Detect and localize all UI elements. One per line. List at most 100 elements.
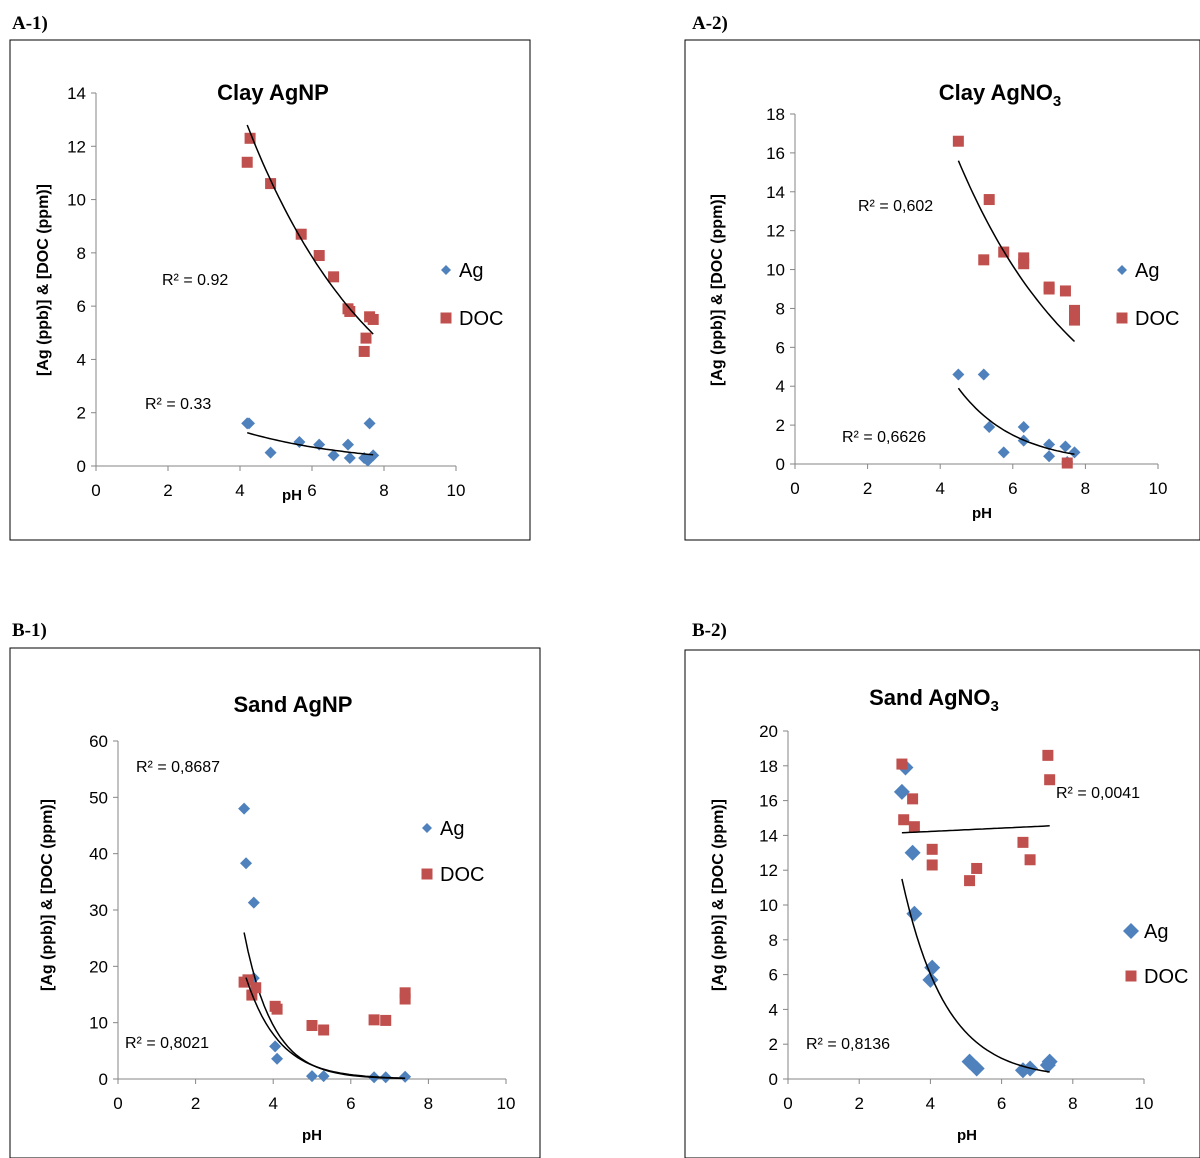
data-point-doc xyxy=(978,254,990,266)
data-point-doc xyxy=(344,305,356,317)
data-point-ag xyxy=(247,896,260,909)
y-tick-label: 0 xyxy=(99,1070,108,1089)
data-point-ag xyxy=(1043,450,1056,463)
panel-label-b1: B-1) xyxy=(12,620,47,641)
y-tick-label: 8 xyxy=(769,931,778,950)
data-point-ag xyxy=(327,449,340,462)
x-axis-label: pH xyxy=(282,487,302,504)
x-tick-label: 2 xyxy=(863,479,872,498)
y-tick-label: 30 xyxy=(89,901,108,920)
r2-label-doc: R² = 0,8687 xyxy=(136,759,220,776)
x-tick-label: 6 xyxy=(346,1094,355,1113)
x-tick-label: 10 xyxy=(447,481,466,500)
series-ag xyxy=(241,417,380,467)
x-axis-label: pH xyxy=(972,505,992,522)
x-tick-label: 8 xyxy=(1081,479,1090,498)
data-point-doc xyxy=(265,178,277,190)
data-point-doc xyxy=(360,332,372,344)
chart-title-subscript: 3 xyxy=(1053,93,1061,110)
data-point-doc xyxy=(898,814,910,826)
series-ag xyxy=(952,368,1081,469)
y-tick-label: 4 xyxy=(769,1000,778,1019)
y-axis-label: [Ag (ppb)] & [DOC (ppm)] xyxy=(35,184,52,376)
chart-frame xyxy=(9,39,531,541)
data-point-doc xyxy=(399,987,411,999)
chart-frame xyxy=(684,39,1200,541)
y-tick-label: 12 xyxy=(759,861,778,880)
y-tick-label: 0 xyxy=(77,457,86,476)
data-point-doc xyxy=(1017,836,1029,848)
y-tick-label: 10 xyxy=(766,261,785,280)
data-point-doc xyxy=(244,132,256,144)
trendline-ag xyxy=(901,878,1050,1073)
chart-frame xyxy=(9,647,541,1158)
x-tick-label: 0 xyxy=(790,479,799,498)
chart-4: 0 2 4 6 8 10 12 14 16 18 20 0 2 4 6 8 10 Sand AgNO3 pH [Ag … xyxy=(684,649,1200,1158)
data-point-doc xyxy=(399,993,411,1005)
r2-label-ag: R² = 0,6626 xyxy=(842,429,926,446)
data-point-doc xyxy=(952,135,964,147)
y-tick-label: 16 xyxy=(766,144,785,163)
legend: Ag DOC xyxy=(1123,921,1188,988)
legend-label-ag: Ag xyxy=(1144,921,1168,943)
y-tick-label: 60 xyxy=(89,732,108,751)
data-point-doc xyxy=(926,843,938,855)
y-tick-label: 20 xyxy=(89,957,108,976)
data-point-doc xyxy=(1042,749,1054,761)
y-tick-label: 50 xyxy=(89,788,108,807)
r2-label-doc: R² = 0.92 xyxy=(162,272,228,289)
y-tick-label: 12 xyxy=(766,222,785,241)
x-axis-label: pH xyxy=(957,1127,977,1144)
y-tick-label: 10 xyxy=(67,191,86,210)
y-tick-label: 4 xyxy=(77,350,86,369)
y-tick-label: 2 xyxy=(77,404,86,423)
y-tick-label: 14 xyxy=(766,183,785,202)
data-point-ag xyxy=(399,1070,412,1083)
r2-label-ag: R² = 0,8021 xyxy=(125,1035,209,1052)
chart-title: Clay AgNO3 xyxy=(939,80,1061,110)
x-tick-label: 10 xyxy=(1149,479,1168,498)
data-point-doc xyxy=(1043,283,1055,295)
x-tick-label: 4 xyxy=(268,1094,277,1113)
x-tick-label: 4 xyxy=(935,479,944,498)
y-tick-label: 6 xyxy=(769,966,778,985)
data-point-doc xyxy=(380,1014,392,1026)
x-tick-label: 6 xyxy=(307,481,316,500)
data-point-doc xyxy=(1069,314,1081,326)
y-tick-label: 8 xyxy=(77,244,86,263)
legend-marker-doc xyxy=(421,868,433,880)
data-point-ag xyxy=(317,1070,330,1083)
legend-marker-ag xyxy=(1123,923,1139,939)
data-point-ag xyxy=(238,802,251,815)
legend-label-ag: Ag xyxy=(1135,260,1159,282)
data-point-doc xyxy=(1061,457,1073,469)
data-point-ag xyxy=(1068,446,1081,459)
data-point-ag xyxy=(269,1040,282,1053)
data-point-ag xyxy=(343,452,356,465)
data-point-doc xyxy=(368,1014,380,1026)
data-point-ag xyxy=(243,417,255,430)
x-tick-label: 6 xyxy=(997,1094,1006,1113)
data-point-ag xyxy=(363,417,376,430)
series-doc xyxy=(241,124,379,357)
legend-label-ag: Ag xyxy=(440,818,464,840)
x-tick-label: 0 xyxy=(91,481,100,500)
legend-marker-ag xyxy=(422,823,432,833)
data-point-ag xyxy=(924,959,941,976)
y-axis-label: [Ag (ppb)] & [DOC (ppm)] xyxy=(709,194,726,386)
data-point-doc xyxy=(1018,252,1030,264)
legend: Ag DOC xyxy=(1116,260,1179,330)
legend-marker-doc xyxy=(1116,312,1128,324)
x-tick-label: 8 xyxy=(424,1094,433,1113)
r2-label-ag: R² = 0.33 xyxy=(145,396,211,413)
data-point-ag xyxy=(952,368,965,381)
y-tick-label: 20 xyxy=(759,722,778,741)
data-point-ag xyxy=(271,1052,284,1065)
data-point-doc xyxy=(964,875,976,887)
x-axis-label: pH xyxy=(302,1127,322,1144)
chart-2: 0 2 4 6 8 10 12 14 16 18 0 2 4 6 8 10 Clay AgNO3 pH [Ag (p… xyxy=(684,39,1200,541)
x-tick-label: 4 xyxy=(235,481,244,500)
data-point-doc xyxy=(1069,304,1081,316)
data-point-doc xyxy=(896,758,908,770)
